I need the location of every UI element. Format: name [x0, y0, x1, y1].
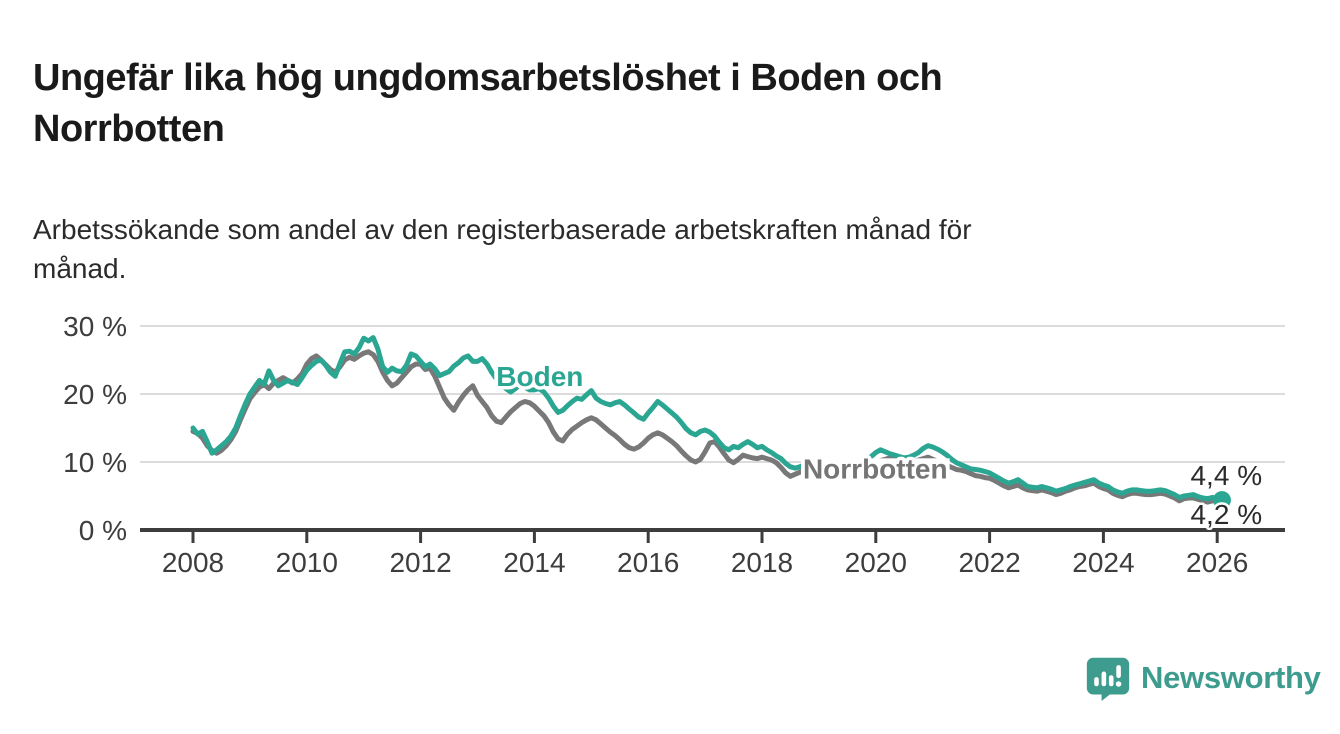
series-line-norrbotten: [190, 349, 1225, 505]
newsworthy-logo: Newsworthy: [1085, 655, 1321, 701]
x-axis-tick-label: 2024: [1072, 547, 1134, 578]
y-axis-tick-label: 20 %: [63, 379, 127, 410]
label-backdrop: [494, 365, 586, 387]
series-label-norrbotten: Norrbotten: [803, 453, 948, 484]
end-value-label-boden: 4,4 %: [1190, 460, 1262, 491]
page-subtitle: Arbetssökande som andel av den registerb…: [33, 214, 972, 285]
series-line-boden: [190, 335, 1225, 503]
y-axis-tick-label: 10 %: [63, 447, 127, 478]
label-backdrop: [800, 458, 950, 480]
bar-chart-bubble-icon: [1085, 655, 1131, 701]
page-title: Ungefär lika hög ungdomsarbetslöshet i B…: [33, 57, 943, 150]
y-axis-tick-label: 30 %: [63, 311, 127, 342]
x-axis-tick-label: 2018: [731, 547, 793, 578]
x-axis-tick-label: 2012: [389, 547, 451, 578]
x-axis-tick-label: 2020: [845, 547, 907, 578]
newsworthy-logo-text: Newsworthy: [1141, 660, 1321, 695]
x-axis-tick-label: 2008: [162, 547, 224, 578]
y-axis-tick-label: 0 %: [79, 515, 127, 546]
x-axis-tick-label: 2014: [503, 547, 565, 578]
x-axis-tick-label: 2010: [276, 547, 338, 578]
series-label-boden: Boden: [496, 361, 583, 392]
end-dot-boden: [1212, 491, 1231, 510]
x-axis-tick-label: 2016: [617, 547, 679, 578]
end-value-label-norrbotten: 4,2 %: [1190, 499, 1262, 530]
x-axis-tick-label: 2022: [958, 547, 1020, 578]
x-axis-tick-label: 2026: [1186, 547, 1248, 578]
